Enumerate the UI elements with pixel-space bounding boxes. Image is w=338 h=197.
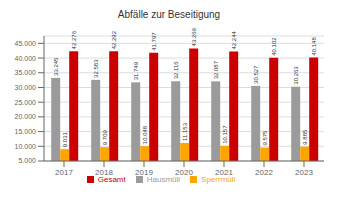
svg-text:35.000: 35.000 [15, 69, 37, 76]
svg-text:2018: 2018 [95, 168, 113, 177]
svg-text:30.263: 30.263 [293, 66, 299, 85]
svg-text:2017: 2017 [55, 168, 73, 177]
svg-text:15.000: 15.000 [15, 128, 37, 135]
svg-text:2019: 2019 [135, 168, 153, 177]
svg-text:32.583: 32.583 [93, 59, 99, 78]
svg-text:25.000: 25.000 [15, 99, 37, 106]
svg-text:30.527: 30.527 [253, 65, 259, 84]
svg-text:2023: 2023 [295, 168, 313, 177]
svg-text:40.000: 40.000 [15, 55, 37, 62]
html-text:Sperrmüll: Sperrmüll [201, 175, 236, 184]
svg-text:10.048: 10.048 [142, 125, 148, 144]
svg-text:33.245: 33.245 [53, 57, 59, 76]
svg-text:9.885: 9.885 [302, 129, 308, 145]
svg-text:32.116: 32.116 [173, 61, 179, 80]
svg-text:2021: 2021 [215, 168, 233, 177]
svg-text:20.000: 20.000 [15, 113, 37, 120]
svg-text:9.575: 9.575 [262, 130, 268, 146]
svg-text:43.269: 43.269 [191, 27, 197, 46]
svg-text:41.797: 41.797 [151, 32, 157, 51]
svg-text:2020: 2020 [175, 168, 193, 177]
svg-text:10.157: 10.157 [222, 125, 228, 144]
svg-text:11.153: 11.153 [182, 122, 188, 141]
svg-text:9.031: 9.031 [62, 131, 68, 147]
html-text:Abfälle zur Beseitigung: Abfälle zur Beseitigung [117, 9, 221, 20]
html-text:Hausmüll: Hausmüll [146, 175, 181, 184]
html-text:Gesamt: Gesamt [97, 175, 126, 184]
svg-text:42.244: 42.244 [231, 30, 237, 49]
svg-text:31.749: 31.749 [133, 61, 139, 80]
svg-text:9.709: 9.709 [102, 129, 108, 145]
svg-text:10.000: 10.000 [15, 143, 37, 150]
svg-text:40.148: 40.148 [311, 37, 317, 56]
svg-text:2022: 2022 [255, 168, 273, 177]
svg-text:40.102: 40.102 [271, 37, 277, 56]
svg-text:42.292: 42.292 [111, 30, 117, 49]
svg-text:45.000: 45.000 [15, 40, 37, 47]
svg-text:30.000: 30.000 [15, 84, 37, 91]
svg-text:32.087: 32.087 [213, 60, 219, 79]
svg-text:5.000: 5.000 [18, 157, 36, 164]
svg-text:42.276: 42.276 [71, 30, 77, 49]
